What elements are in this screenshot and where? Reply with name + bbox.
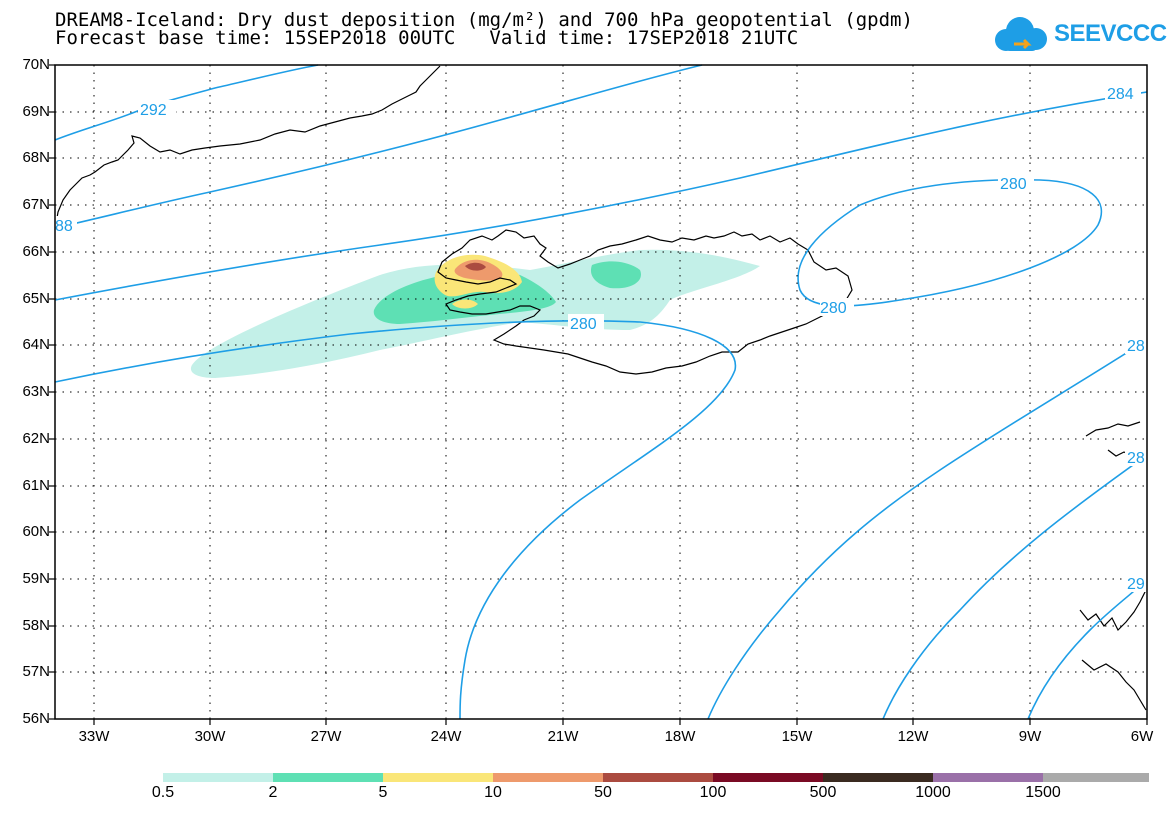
contour-label: 28 [1127, 450, 1145, 467]
contour-284-mid [54, 91, 1148, 301]
lat-label: 58N [22, 617, 50, 634]
coastlines [54, 65, 1147, 711]
contour-label: 28 [1127, 338, 1145, 355]
lon-label: 6W [1130, 728, 1154, 745]
contour-292 [54, 64, 319, 141]
lat-label: 60N [22, 523, 50, 540]
valid-time: Valid time: 17SEP2018 21UTC [489, 27, 799, 49]
colorbar-segment [493, 773, 603, 782]
lon-label: 15W [781, 728, 813, 745]
colorbar-segment [383, 773, 493, 782]
colorbar-label: 1000 [915, 784, 951, 801]
graticule [55, 65, 1147, 719]
lat-label: 62N [22, 430, 50, 447]
contour-label: 88 [55, 218, 73, 235]
colorbar-label: 2 [268, 784, 278, 801]
map-frame [54, 64, 1148, 720]
lat-label: 56N [22, 710, 50, 727]
lat-label: 68N [22, 149, 50, 166]
lat-label: 61N [22, 477, 50, 494]
subtitle: Forecast base time: 15SEP2018 00UTC Valid… [55, 28, 798, 48]
lon-label: 30W [194, 728, 226, 745]
contour-label: 292 [140, 102, 167, 119]
chart-title: DREAM8-Iceland: Dry dust deposition (mg/… [55, 9, 913, 31]
lat-label: 66N [22, 243, 50, 260]
lat-label: 59N [22, 570, 50, 587]
colorbar-label: 100 [699, 784, 727, 801]
axis-ticks [49, 64, 1148, 725]
contour-label: 284 [1107, 86, 1134, 103]
lat-label: 67N [22, 196, 50, 213]
colorbar-label: 5 [378, 784, 388, 801]
lon-label: 9W [1018, 728, 1042, 745]
faroe-norway-coast [1079, 421, 1147, 711]
lon-label: 27W [310, 728, 342, 745]
colorbar-segment [823, 773, 933, 782]
colorbar-label: 0.5 [151, 784, 175, 801]
geopotential-contours [54, 64, 1148, 720]
colorbar-label: 50 [594, 784, 612, 801]
contour-288 [54, 64, 703, 229]
lon-label: 33W [78, 728, 110, 745]
colorbar-segment [273, 773, 383, 782]
colorbar-label: 10 [484, 784, 502, 801]
dust-area-50 [465, 262, 486, 271]
lon-label: 18W [664, 728, 696, 745]
lat-label: 64N [22, 336, 50, 353]
greenland-coast [54, 65, 441, 231]
lat-label: 70N [22, 56, 50, 73]
colorbar-segment [163, 773, 273, 782]
contour-label: 29 [1127, 576, 1145, 593]
contour-280-east [797, 178, 1103, 307]
lat-label: 69N [22, 103, 50, 120]
lon-label: 24W [430, 728, 462, 745]
logo-text: SEEVCCC [1054, 20, 1167, 47]
lat-label: 65N [22, 290, 50, 307]
colorbar-segment [933, 773, 1043, 782]
colorbar-label: 500 [809, 784, 837, 801]
contour-288-south [882, 454, 1148, 720]
colorbar-segment [1043, 773, 1149, 782]
contour-280-west [54, 319, 737, 720]
cloud-logo-icon [995, 17, 1047, 51]
lat-label: 63N [22, 383, 50, 400]
colorbar-segment [713, 773, 823, 782]
lon-label: 12W [897, 728, 929, 745]
lat-label: 57N [22, 663, 50, 680]
contour-292-south [1027, 579, 1148, 720]
contour-284-south [707, 339, 1148, 720]
colorbar-segment [603, 773, 713, 782]
lon-label: 21W [547, 728, 579, 745]
contour-label: 280 [1000, 176, 1027, 193]
colorbar-label: 1500 [1025, 784, 1061, 801]
forecast-base-time: Forecast base time: 15SEP2018 00UTC [55, 27, 456, 49]
contour-label: 280 [820, 300, 847, 317]
contour-label: 280 [570, 316, 597, 333]
dust-area-2-east [590, 261, 641, 289]
iceland-coast [437, 229, 853, 375]
